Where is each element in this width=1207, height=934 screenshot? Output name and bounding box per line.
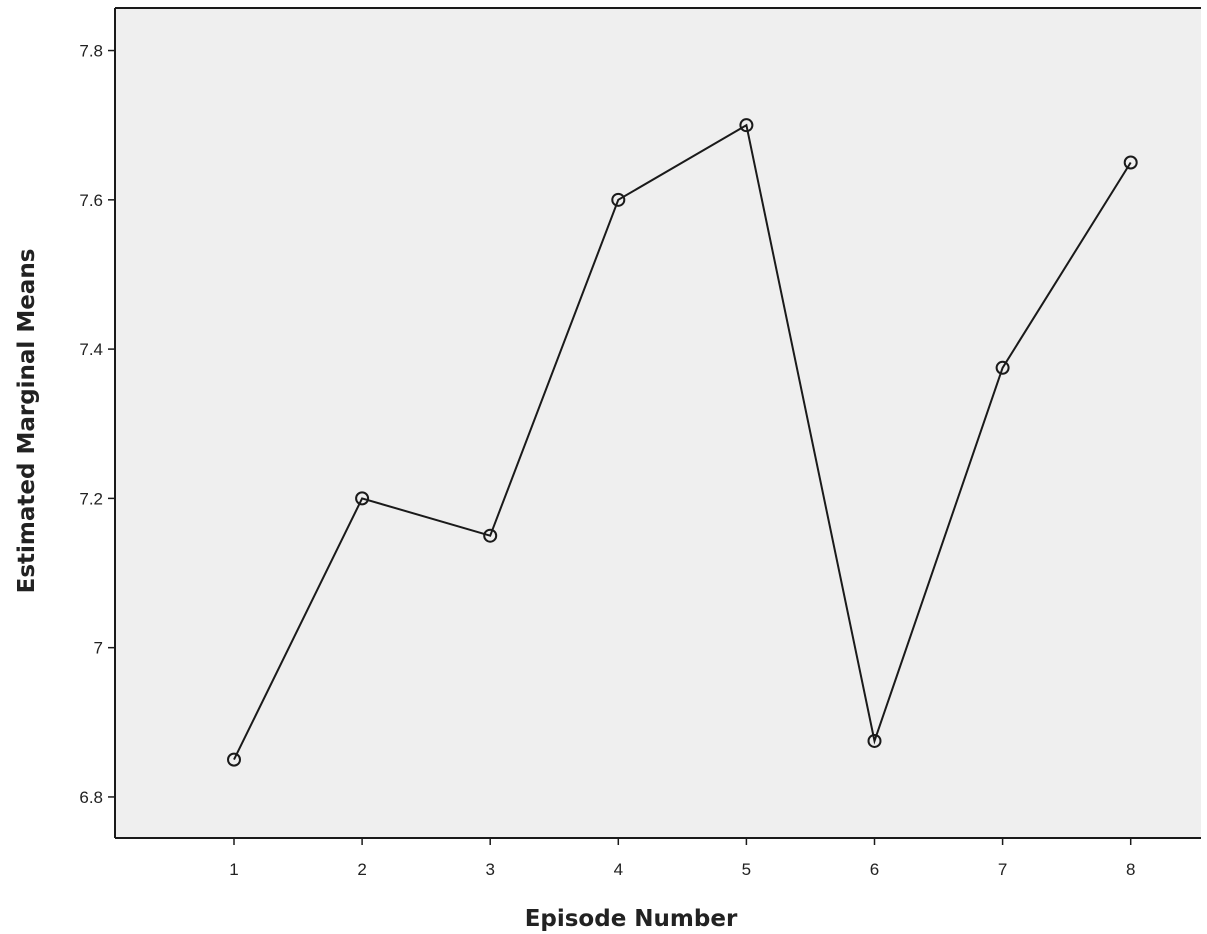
x-tick-label: 7 <box>998 860 1007 879</box>
x-tick-label: 5 <box>742 860 751 879</box>
x-axis-ticks: 1 2 3 4 5 6 7 8 <box>229 838 1135 879</box>
plot-area <box>115 8 1201 838</box>
x-tick-label: 2 <box>357 860 366 879</box>
data-point <box>227 752 241 767</box>
data-markers <box>227 118 1138 767</box>
data-point <box>739 118 754 133</box>
y-axis-ticks: 6.8 7 7.2 7.4 7.6 7.8 <box>79 42 115 807</box>
y-tick-label: 7.6 <box>79 191 103 210</box>
data-point <box>867 733 882 748</box>
data-point <box>1123 155 1138 170</box>
y-tick-label: 6.8 <box>79 788 103 807</box>
y-tick-label: 7.2 <box>79 489 103 508</box>
data-point <box>611 192 626 207</box>
data-point <box>483 528 498 543</box>
x-tick-label: 4 <box>614 860 623 879</box>
x-tick-label: 6 <box>870 860 879 879</box>
data-point <box>995 360 1010 375</box>
x-tick-label: 1 <box>229 860 238 879</box>
y-tick-label: 7 <box>94 639 103 658</box>
y-tick-label: 7.4 <box>79 340 103 359</box>
x-axis-title: Episode Number <box>525 906 738 932</box>
y-tick-label: 7.8 <box>79 42 103 61</box>
series-line <box>233 123 1132 761</box>
x-tick-label: 3 <box>485 860 494 879</box>
x-tick-label: 8 <box>1126 860 1135 879</box>
data-point <box>355 491 370 506</box>
y-axis-title: Estimated Marginal Means <box>14 249 40 594</box>
